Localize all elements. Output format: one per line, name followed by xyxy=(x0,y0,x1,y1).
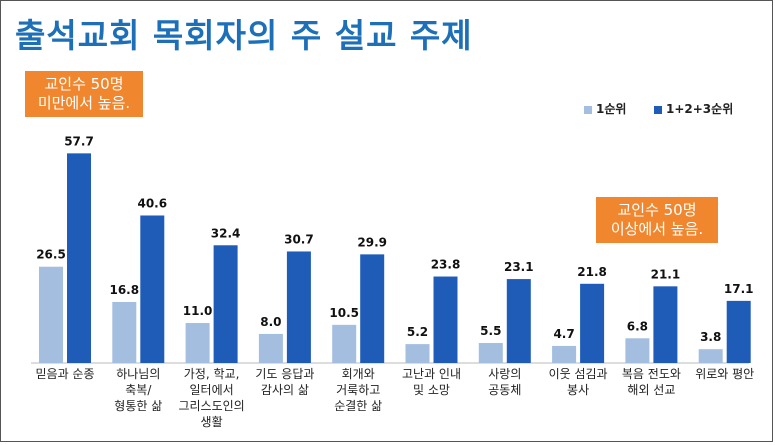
legend-item-series2: 1+2+3순위 xyxy=(654,100,733,117)
bar-series1-5 xyxy=(405,344,430,363)
bar-series2-8 xyxy=(653,286,678,363)
value-label-series1-6: 5.5 xyxy=(480,324,501,338)
category-label-1-line2: 형통한 삶 xyxy=(114,399,162,413)
legend-label-series1: 1순위 xyxy=(596,102,627,116)
category-label-3-line0: 기도 응답과 xyxy=(255,367,314,381)
value-label-series2-5: 23.8 xyxy=(431,258,461,272)
bar-series1-4 xyxy=(332,324,357,363)
category-label-2-line2: 그리스도인의 xyxy=(178,399,244,413)
category-label-4-line2: 순결한 삶 xyxy=(334,399,382,413)
chart-title: 출석교회 목회자의 주 설교 주제 xyxy=(15,16,473,55)
bar-series1-2 xyxy=(185,323,210,363)
category-label-0-line0: 믿음과 순종 xyxy=(35,367,94,381)
category-label-7-line0: 이웃 섬김과 xyxy=(549,367,608,381)
value-label-series2-1: 40.6 xyxy=(137,196,167,210)
value-label-series1-7: 4.7 xyxy=(553,327,574,341)
category-label-1-line1: 축복/ xyxy=(125,383,152,397)
bar-series1-0 xyxy=(39,266,63,363)
bar-series1-1 xyxy=(112,301,137,363)
value-label-series1-5: 5.2 xyxy=(407,325,428,339)
category-label-6-line1: 공동체 xyxy=(488,383,521,397)
value-label-series2-8: 21.1 xyxy=(651,267,681,281)
category-label-5-line0: 고난과 인내 xyxy=(402,367,461,381)
value-label-series2-3: 30.7 xyxy=(284,232,314,246)
category-label-4-line1: 거룩하고 xyxy=(336,383,380,397)
value-label-series1-9: 3.8 xyxy=(700,330,721,344)
callout-large-churches: 교인수 50명 이상에서 높음. xyxy=(596,197,718,243)
value-label-series2-6: 23.1 xyxy=(504,260,534,274)
category-label-2-line3: 생활 xyxy=(201,415,223,429)
value-label-series1-1: 16.8 xyxy=(109,283,139,297)
bar-series1-9 xyxy=(698,349,723,363)
value-label-series2-4: 29.9 xyxy=(357,235,387,249)
value-label-series1-0: 26.5 xyxy=(36,248,66,262)
bar-series1-3 xyxy=(258,333,283,363)
category-label-3-line1: 감사의 삶 xyxy=(261,383,309,397)
value-label-series2-9: 17.1 xyxy=(724,282,754,296)
category-label-8-line0: 복음 전도와 xyxy=(622,367,681,381)
category-label-1-line0: 하나님의 xyxy=(116,367,160,381)
callout-right-line1: 교인수 50명 xyxy=(617,201,697,219)
category-label-2-line1: 일터에서 xyxy=(190,383,234,397)
category-label-4-line0: 회개와 xyxy=(342,367,375,381)
value-label-series2-7: 21.8 xyxy=(577,265,607,279)
value-label-series2-0: 57.7 xyxy=(64,134,94,148)
category-label-6-line0: 사랑의 xyxy=(488,367,521,381)
legend-item-series1: 1순위 xyxy=(584,100,626,117)
bar-series2-0 xyxy=(67,153,91,363)
bar-series2-3 xyxy=(286,251,311,363)
category-label-8-line1: 해외 선교 xyxy=(627,383,675,397)
bar-series2-4 xyxy=(360,254,385,363)
category-label-9-line0: 위로와 평안 xyxy=(695,367,754,381)
value-label-series1-8: 6.8 xyxy=(627,319,648,333)
callout-left-line2: 미만에서 높음. xyxy=(37,94,131,112)
bar-series2-7 xyxy=(580,283,605,363)
bar-series2-9 xyxy=(726,300,751,363)
category-label-7-line1: 봉사 xyxy=(567,383,589,397)
bar-series1-6 xyxy=(478,343,503,363)
legend-swatch-series1 xyxy=(584,105,592,114)
legend-swatch-series2 xyxy=(654,105,662,114)
callout-left-line1: 교인수 50명 xyxy=(44,75,124,93)
value-label-series1-4: 10.5 xyxy=(329,306,359,320)
bar-series2-1 xyxy=(140,215,165,363)
legend-label-series2: 1+2+3순위 xyxy=(666,102,734,116)
category-label-2-line0: 가정, 학교, xyxy=(184,367,240,381)
bar-series2-5 xyxy=(433,276,458,363)
value-label-series2-2: 32.4 xyxy=(211,226,241,240)
value-label-series1-3: 8.0 xyxy=(260,315,281,329)
callout-right-line2: 이상에서 높음. xyxy=(610,220,704,238)
bar-series2-2 xyxy=(213,245,238,363)
bar-series1-8 xyxy=(625,338,650,363)
callout-small-churches: 교인수 50명 미만에서 높음. xyxy=(25,71,143,117)
value-label-series1-2: 11.0 xyxy=(183,304,213,318)
bar-series1-7 xyxy=(552,345,577,363)
category-label-5-line1: 및 소망 xyxy=(413,383,450,397)
bar-series2-6 xyxy=(506,279,531,363)
